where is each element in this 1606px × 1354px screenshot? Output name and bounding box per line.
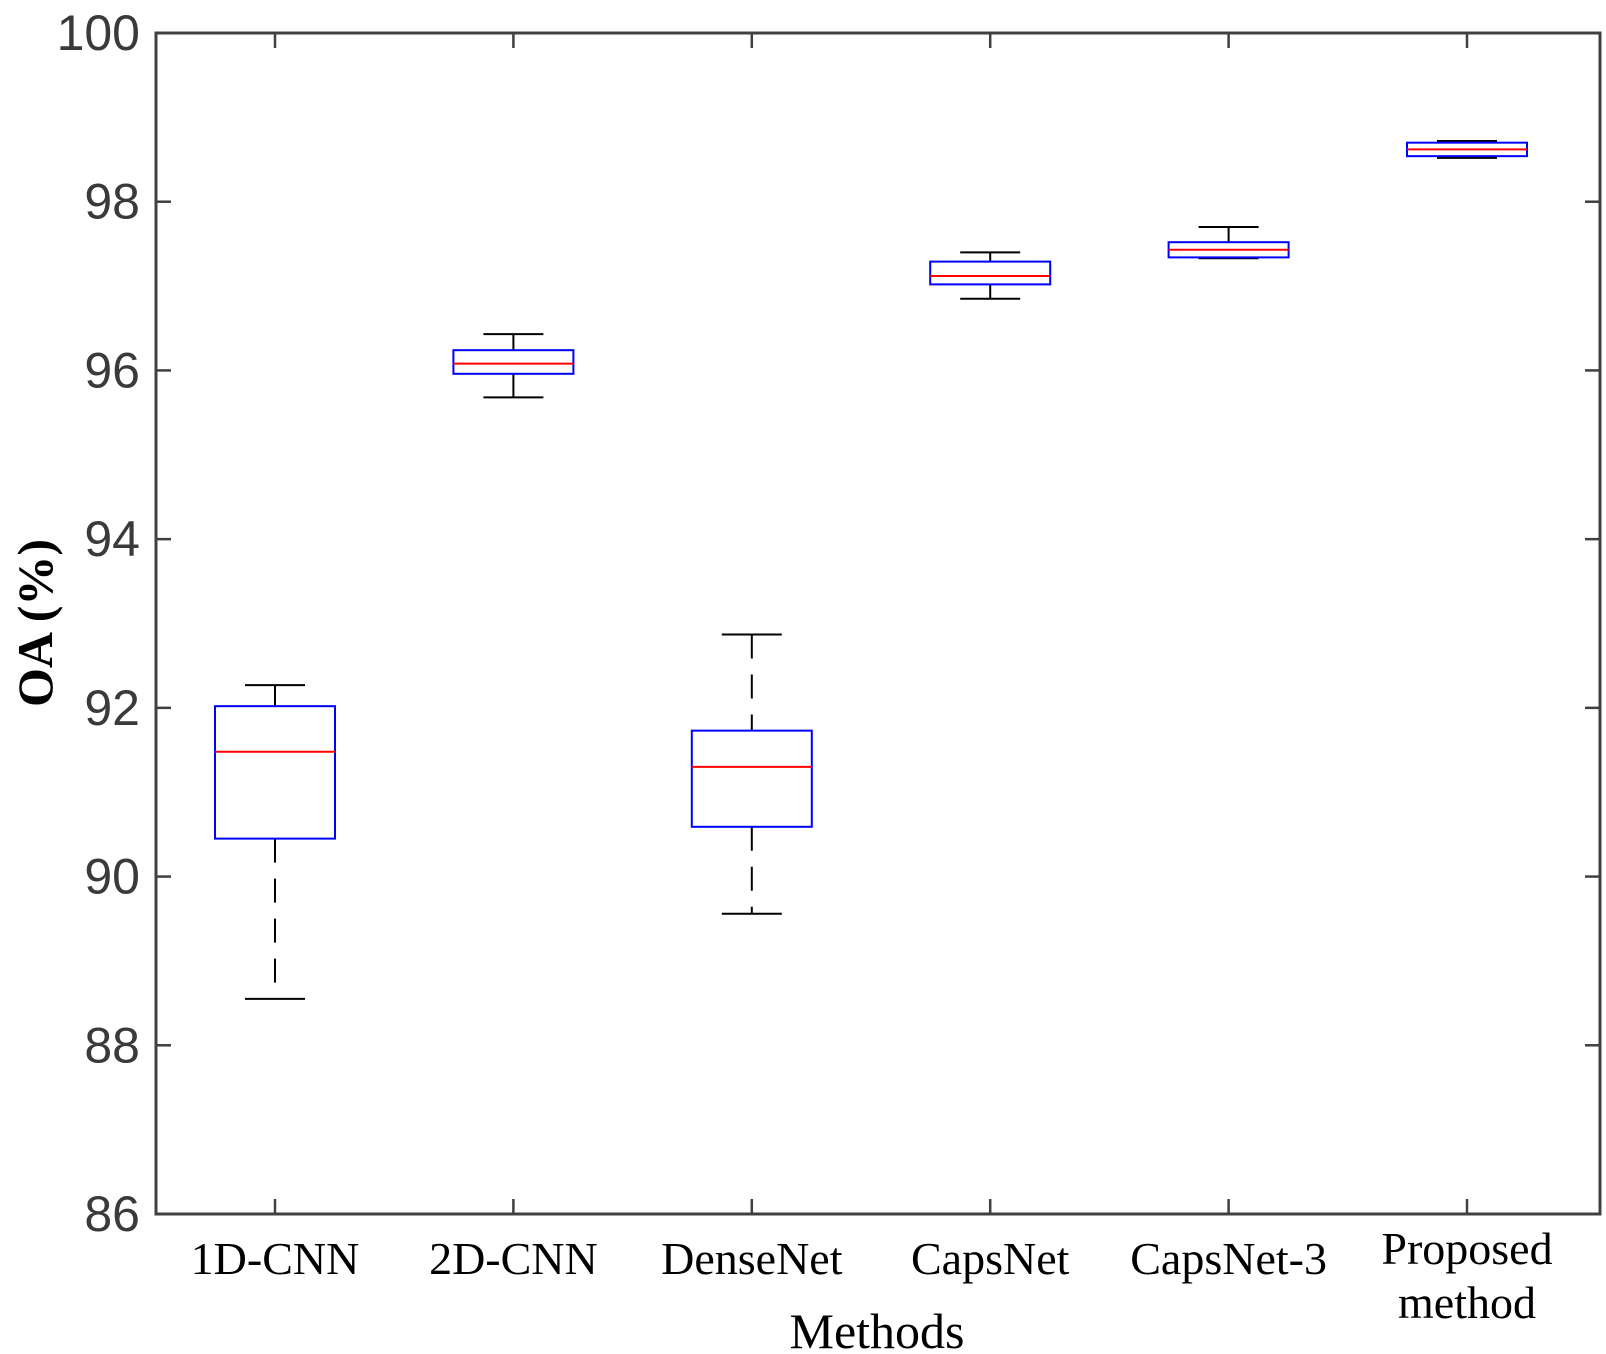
x-tick-label: 2D-CNN [429, 1233, 598, 1284]
box-2 [690, 633, 813, 915]
box-1 [452, 333, 575, 399]
y-tick-label: 86 [84, 1186, 140, 1242]
x-tick-label: 1D-CNN [191, 1233, 360, 1284]
y-tick-label: 94 [84, 511, 140, 567]
x-tick-label: CapsNet [911, 1233, 1070, 1284]
axes-frame [154, 31, 1602, 1216]
iqr-box [690, 729, 813, 828]
box-3 [929, 251, 1052, 300]
iqr-box [929, 260, 1052, 286]
y-tick-label: 92 [84, 680, 140, 736]
plot-marks [214, 139, 1528, 1000]
y-tick-label: 100 [57, 5, 140, 61]
y-axis-label: OA (%) [7, 539, 63, 707]
y-tick-label: 98 [84, 174, 140, 230]
box-4 [1167, 226, 1290, 260]
y-tick-label: 90 [84, 849, 140, 905]
box-5 [1406, 139, 1528, 159]
axis-ticks: 86 88 90 92 94 96 98 100 1D-CNN 2D-CNN DenseNet Cap… [57, 5, 1600, 1328]
iqr-box [452, 349, 575, 375]
x-tick-label: Proposed [1381, 1223, 1552, 1274]
y-tick-label: 88 [84, 1017, 140, 1073]
box-0 [214, 684, 336, 1000]
x-tick-label: method [1398, 1277, 1536, 1328]
y-tick-label: 96 [84, 342, 140, 398]
iqr-box [214, 705, 336, 840]
x-tick-label: CapsNet-3 [1130, 1233, 1327, 1284]
x-axis-label: Methods [790, 1303, 965, 1354]
x-tick-label: DenseNet [661, 1233, 843, 1284]
